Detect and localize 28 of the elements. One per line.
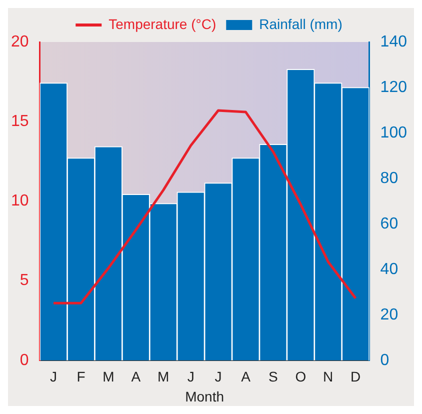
x-tick-label: J — [187, 368, 194, 385]
x-tick-label: S — [268, 368, 278, 385]
x-tick-label: J — [50, 368, 58, 385]
y2-tick-label: 100 — [380, 124, 408, 142]
legend-label: Temperature (°C) — [108, 16, 216, 32]
x-tick-label: O — [295, 368, 306, 385]
x-tick-label: M — [102, 368, 114, 385]
y2-tick-label: 60 — [380, 215, 398, 232]
x-tick-label: A — [241, 368, 252, 385]
y-tick-label: 20 — [11, 33, 29, 50]
y2-tick-label: 0 — [380, 352, 390, 369]
x-tick-label: F — [76, 368, 86, 385]
y-tick-label: 0 — [20, 352, 29, 369]
x-tick-label: M — [158, 368, 170, 385]
y2-tick-label: 140 — [380, 33, 408, 50]
legend-label: Rainfall (mm) — [259, 16, 342, 32]
x-tick-label: J — [214, 368, 222, 385]
y-tick-label: 15 — [11, 113, 29, 130]
y2-tick-label: 80 — [380, 170, 398, 187]
x-tick-label: D — [350, 368, 361, 385]
y-tick-label: 10 — [11, 192, 29, 210]
x-axis-title: Month — [185, 388, 224, 404]
x-tick-label: A — [131, 368, 142, 385]
y2-tick-label: 120 — [380, 78, 408, 96]
x-tick-label: N — [323, 368, 334, 385]
y2-tick-label: 20 — [380, 306, 398, 324]
y-tick-label: 5 — [20, 272, 29, 290]
y2-tick-label: 40 — [380, 260, 398, 278]
